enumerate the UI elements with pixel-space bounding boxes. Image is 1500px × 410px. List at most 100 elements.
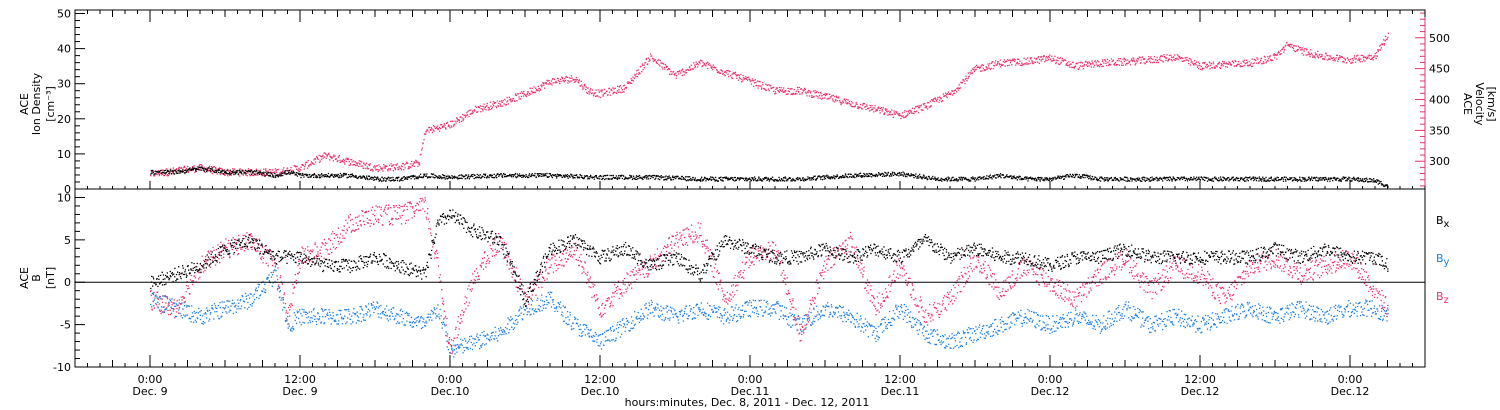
velocity-point <box>1383 43 1385 45</box>
velocity-point <box>1007 59 1009 61</box>
velocity-point <box>361 161 363 163</box>
velocity-point <box>331 157 333 159</box>
velocity-point <box>394 168 396 170</box>
by-point <box>425 320 427 322</box>
velocity-point <box>1192 63 1195 65</box>
density-point <box>224 172 226 174</box>
density-point <box>589 176 591 178</box>
density-point <box>541 173 543 175</box>
density-point <box>373 176 376 178</box>
velocity-point <box>448 125 450 127</box>
velocity-point <box>430 127 433 129</box>
density-point <box>516 176 519 178</box>
density-point <box>438 177 441 180</box>
velocity-point <box>1033 62 1035 65</box>
velocity-point <box>1137 58 1140 60</box>
velocity-point <box>1322 57 1324 60</box>
velocity-point <box>433 130 435 132</box>
velocity-point <box>681 69 683 71</box>
density-point <box>1115 179 1117 181</box>
density-point <box>1099 176 1101 178</box>
velocity-point <box>348 161 350 163</box>
density-point <box>198 166 200 169</box>
velocity-point <box>1104 58 1106 61</box>
velocity-point <box>1170 59 1173 61</box>
density-point <box>673 176 675 178</box>
density-point <box>342 174 345 176</box>
velocity-point <box>527 91 529 93</box>
density-point <box>817 175 819 177</box>
by-point <box>230 309 232 312</box>
density-point <box>886 173 888 175</box>
velocity-point <box>1171 60 1173 62</box>
density-point <box>487 176 489 178</box>
by-point <box>479 334 481 336</box>
density-point <box>452 176 454 179</box>
density-point <box>371 176 373 178</box>
density-point <box>811 177 813 180</box>
velocity-point <box>166 174 169 176</box>
by-point <box>373 306 375 308</box>
density-point <box>493 177 495 179</box>
density-point <box>1258 180 1260 182</box>
density-point <box>1242 178 1245 180</box>
velocity-point <box>742 75 744 77</box>
density-point <box>366 175 368 177</box>
density-point <box>682 177 685 179</box>
velocity-point <box>962 79 965 81</box>
velocity-point <box>1297 49 1299 51</box>
density-point <box>746 180 748 182</box>
density-point <box>1350 180 1352 182</box>
density-point <box>1072 174 1074 176</box>
density-point <box>1334 179 1337 181</box>
velocity-point <box>199 169 202 171</box>
velocity-point <box>1283 47 1285 49</box>
density-point <box>1043 178 1045 180</box>
velocity-point <box>913 107 916 110</box>
density-point <box>885 175 887 177</box>
bottom-panel-points <box>149 197 1389 358</box>
density-point <box>732 179 735 181</box>
velocity-point <box>471 110 474 112</box>
density-point <box>218 169 220 171</box>
density-point <box>1208 179 1210 181</box>
by-point <box>194 319 196 321</box>
velocity-point <box>626 82 629 84</box>
by-point <box>381 312 383 314</box>
density-point <box>400 178 402 180</box>
velocity-point <box>925 105 928 107</box>
density-point <box>1363 181 1365 183</box>
by-point <box>369 310 371 312</box>
velocity-point <box>663 63 665 65</box>
by-point <box>307 322 309 324</box>
density-point <box>503 172 505 175</box>
density-point <box>935 179 938 181</box>
density-point <box>521 174 523 177</box>
velocity-point <box>322 157 324 159</box>
by-point <box>175 303 177 305</box>
velocity-point <box>373 165 376 167</box>
density-point <box>874 175 877 177</box>
density-point <box>1021 178 1023 181</box>
velocity-point <box>590 92 593 95</box>
velocity-point <box>247 168 250 170</box>
density-point <box>309 176 311 178</box>
by-point <box>320 321 322 323</box>
density-point <box>563 175 565 177</box>
density-point <box>292 172 294 175</box>
velocity-point <box>587 87 589 89</box>
density-point <box>295 173 297 176</box>
by-point <box>466 342 468 344</box>
velocity-point <box>1212 63 1215 65</box>
by-point <box>481 344 483 346</box>
by-point <box>218 318 221 320</box>
by-point <box>367 308 370 310</box>
velocity-point <box>688 66 691 68</box>
density-point <box>1171 179 1173 181</box>
by-point <box>377 302 379 304</box>
density-point <box>785 177 787 179</box>
density-point <box>299 173 302 175</box>
density-point <box>267 172 269 174</box>
velocity-point <box>1229 62 1231 64</box>
density-point <box>434 177 436 179</box>
